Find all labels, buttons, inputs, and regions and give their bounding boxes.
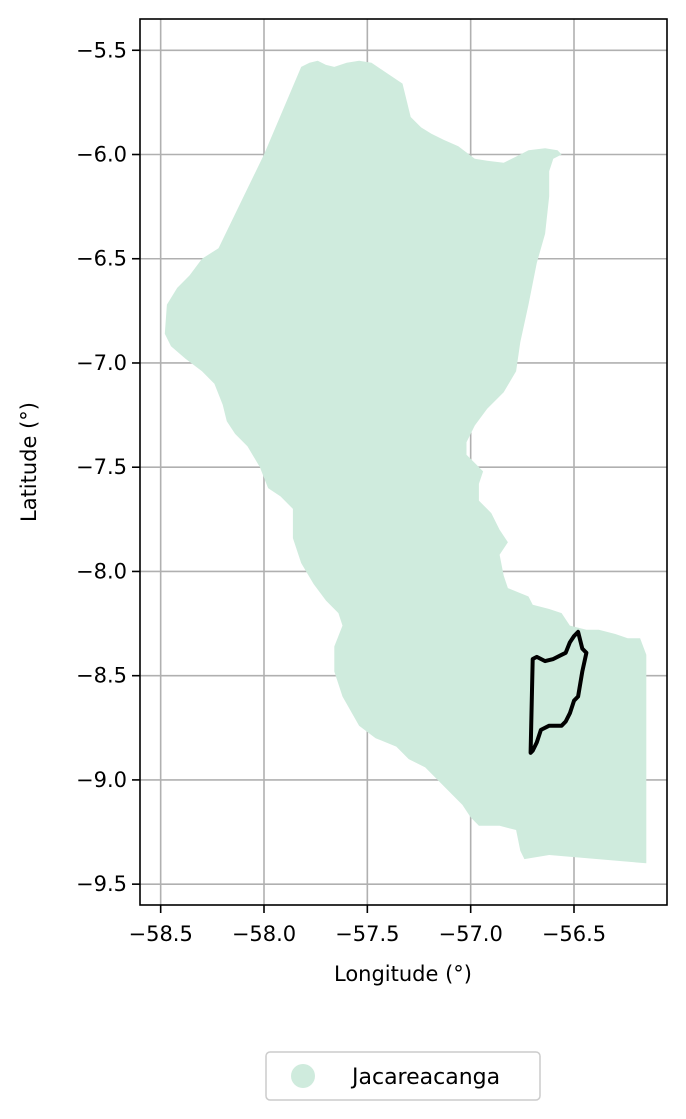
y-tick-label-5: −8.0: [76, 559, 127, 583]
y-tick-label-4: −7.5: [76, 455, 127, 479]
x-tick-label-4: −56.5: [542, 922, 606, 946]
y-tick-label-8: −9.5: [76, 872, 127, 896]
highlight-outline: [528, 629, 589, 755]
plot-frame: [139, 18, 668, 906]
x-axis-label: Longitude (°): [334, 962, 472, 986]
y-tick-label-2: −6.5: [76, 247, 127, 271]
y-tick-label-0: −5.5: [76, 38, 127, 62]
x-tick-label-0: −58.5: [128, 922, 192, 946]
legend-frame: [265, 1051, 541, 1101]
x-tick-label-3: −57.0: [438, 922, 502, 946]
y-tick-label-7: −9.0: [76, 768, 127, 792]
map-regions: [164, 60, 647, 864]
region-jacareacanga: [164, 60, 647, 864]
x-tick-label-1: −58.0: [232, 922, 296, 946]
x-tick-label-2: −57.5: [335, 922, 399, 946]
y-axis-label: Latitude (°): [17, 402, 41, 522]
y-tick-label-3: −7.0: [76, 351, 127, 375]
legend-label-jacareacanga: Jacareacanga: [350, 1065, 500, 1090]
y-tick-label-6: −8.5: [76, 664, 127, 688]
legend: Jacareacanga: [265, 1051, 541, 1101]
y-tick-label-1: −6.0: [76, 143, 127, 167]
axis-ticks: −58.5 −58.0 −57.5 −57.0 −56.5 −5.5 −6.0 −6.5 −7.…: [76, 38, 606, 946]
legend-marker-jacareacanga: [291, 1064, 315, 1088]
